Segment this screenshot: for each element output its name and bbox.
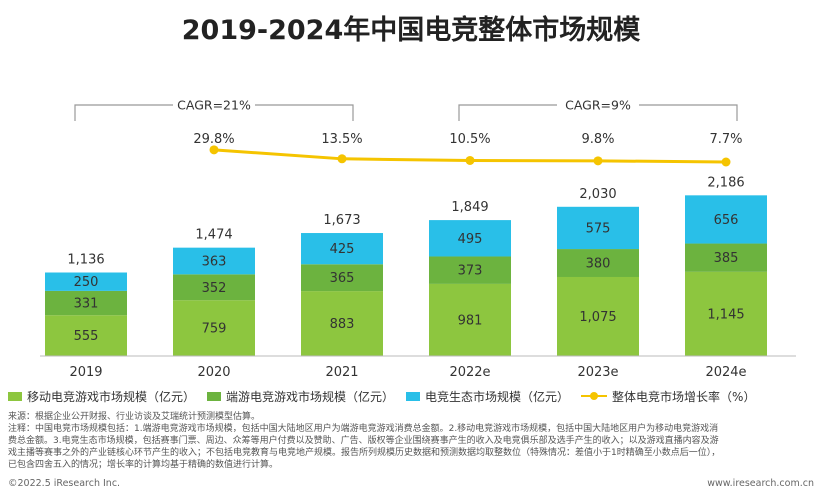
growth-label-2022e: 10.5% bbox=[449, 132, 490, 147]
chart-title: 2019-2024年中国电竞整体市场规模 bbox=[182, 14, 641, 46]
bar-label-pc-2022e: 373 bbox=[458, 264, 483, 279]
growth-point-2020 bbox=[209, 145, 219, 155]
legend-item-ecosystem: 电竞生态市场规模（亿元） bbox=[406, 388, 569, 405]
chart-notes: 来源：根据企业公开财报、行业访谈及艾瑞统计预测模型估算。 注释：中国电竞市场规模… bbox=[8, 411, 814, 471]
growth-label-2023e: 9.8% bbox=[581, 132, 614, 147]
website-text: www.iresearch.com.cn bbox=[707, 478, 814, 489]
growth-label-2024e: 7.7% bbox=[709, 132, 742, 147]
x-tick-label-2023e: 2023e bbox=[577, 365, 618, 380]
bar-pc-2021 bbox=[301, 264, 383, 292]
legend-label-ecosystem: 电竞生态市场规模（亿元） bbox=[425, 389, 570, 404]
growth-point-2024e bbox=[721, 157, 731, 167]
bar-pc-2020 bbox=[173, 274, 255, 301]
cagr-bracket-1 bbox=[74, 104, 354, 121]
x-tick-label-2024e: 2024e bbox=[705, 365, 746, 380]
bar-label-ecosystem-2021: 425 bbox=[330, 242, 355, 257]
bar-mobile-2021 bbox=[301, 291, 383, 356]
bar-label-mobile-2020: 759 bbox=[202, 322, 227, 337]
x-tick-label-2019: 2019 bbox=[69, 365, 102, 380]
bar-label-mobile-2021: 883 bbox=[330, 317, 355, 332]
legend-label-growth: 整体电竞市场增长率（%） bbox=[612, 389, 756, 404]
bar-label-mobile-2022e: 981 bbox=[458, 313, 483, 328]
growth-label-2021: 13.5% bbox=[321, 132, 362, 147]
bar-pc-2019 bbox=[45, 290, 127, 316]
page-footer: ©2022.5 iResearch Inc. www.iresearch.com… bbox=[8, 478, 814, 492]
legend-line-growth bbox=[581, 391, 608, 401]
copyright-text: ©2022.5 iResearch Inc. bbox=[8, 478, 121, 489]
bar-label-ecosystem-2023e: 575 bbox=[586, 221, 611, 236]
market-size-chart: 2019-2024年中国电竞整体市场规模 CAGR=21% CAGR=9% 555… bbox=[40, 14, 796, 380]
bar-mobile-2019 bbox=[45, 315, 127, 356]
legend-swatch-mobile bbox=[8, 391, 22, 401]
bar-ecosystem-2020 bbox=[173, 247, 255, 275]
bar-pc-2023e bbox=[557, 249, 639, 277]
bar-mobile-2023e bbox=[557, 276, 639, 356]
stacked-bars: 555 331 250 1,136 759 352 363 1,474 883 365 425 1,6… bbox=[45, 175, 767, 356]
bar-label-mobile-2023e: 1,075 bbox=[579, 310, 616, 325]
growth-point-2021 bbox=[337, 154, 347, 164]
bar-ecosystem-2021 bbox=[301, 233, 383, 265]
bar-label-ecosystem-2024e: 656 bbox=[714, 213, 739, 228]
bar-ecosystem-2024e bbox=[685, 195, 767, 244]
legend-label-pc: 端游电竞游戏市场规模（亿元） bbox=[226, 389, 395, 404]
note-line-2: 费总金额。3.电竞生态市场规模，包括赛事门票、周边、众筹等用户付费以及赞助、广告… bbox=[8, 436, 719, 446]
x-tick-label-2021: 2021 bbox=[325, 365, 358, 380]
legend-item-pc: 端游电竞游戏市场规模（亿元） bbox=[207, 388, 394, 405]
total-label-2024e: 2,186 bbox=[707, 175, 744, 190]
bar-label-pc-2020: 352 bbox=[202, 281, 227, 296]
bar-mobile-2020 bbox=[173, 300, 255, 356]
growth-label-2020: 29.8% bbox=[193, 132, 234, 147]
bar-mobile-2022e bbox=[429, 283, 511, 356]
bar-ecosystem-2022e bbox=[429, 220, 511, 257]
note-line-1: 注释：中国电竞市场规模包括：1.端游电竞游戏市场规模，包括中国大陆地区用户为端游… bbox=[8, 424, 719, 434]
bar-pc-2022e bbox=[429, 256, 511, 284]
bar-label-pc-2023e: 380 bbox=[586, 257, 611, 272]
bar-label-pc-2019: 331 bbox=[74, 297, 99, 312]
cagr-label-1: CAGR=21% bbox=[177, 98, 251, 113]
legend-item-growth: 整体电竞市场增长率（%） bbox=[581, 388, 755, 405]
bar-mobile-2024e bbox=[685, 271, 767, 356]
bar-label-ecosystem-2019: 250 bbox=[74, 275, 99, 290]
total-label-2021: 1,673 bbox=[323, 213, 360, 228]
source-note: 来源：根据企业公开财报、行业访谈及艾瑞统计预测模型估算。 bbox=[8, 412, 261, 422]
growth-point-2022e bbox=[465, 155, 475, 165]
total-label-2020: 1,474 bbox=[195, 228, 232, 243]
bar-label-pc-2024e: 385 bbox=[714, 251, 739, 266]
x-tick-label-2020: 2020 bbox=[197, 365, 230, 380]
bar-pc-2024e bbox=[685, 243, 767, 272]
cagr-annotations: CAGR=21% CAGR=9% bbox=[74, 98, 738, 121]
legend-label-mobile: 移动电竞游戏市场规模（亿元） bbox=[27, 389, 196, 404]
total-label-2022e: 1,849 bbox=[451, 200, 488, 215]
bar-ecosystem-2019 bbox=[45, 272, 127, 291]
note-line-4: 已包含四舍五入的情况；增长率的计算均基于精确的数值进行计算。 bbox=[8, 460, 279, 470]
bar-ecosystem-2023e bbox=[557, 206, 639, 250]
growth-point-2023e bbox=[593, 156, 603, 166]
total-label-2023e: 2,030 bbox=[579, 187, 616, 202]
bar-label-ecosystem-2020: 363 bbox=[202, 255, 227, 270]
note-line-3: 戏主播等赛事之外的产业链核心环节产生的收入；不包括电竞教育与电竞地产规模。报告所… bbox=[8, 448, 721, 458]
bar-label-pc-2021: 365 bbox=[330, 271, 355, 286]
x-tick-label-2022e: 2022e bbox=[449, 365, 490, 380]
bar-label-ecosystem-2022e: 495 bbox=[458, 232, 483, 247]
x-axis-labels: 2019 2020 2021 2022e 2023e 2024e bbox=[69, 365, 746, 380]
bar-label-mobile-2024e: 1,145 bbox=[707, 307, 744, 322]
legend-item-mobile: 移动电竞游戏市场规模（亿元） bbox=[8, 388, 195, 405]
growth-rate-line: 29.8% 13.5% 10.5% 9.8% 7.7% bbox=[193, 132, 743, 167]
cagr-label-2: CAGR=9% bbox=[565, 98, 631, 113]
legend-swatch-pc bbox=[207, 391, 222, 401]
cagr-bracket-2 bbox=[458, 104, 738, 121]
total-label-2019: 1,136 bbox=[67, 253, 104, 268]
legend-swatch-ecosystem bbox=[406, 391, 421, 401]
chart-legend: 移动电竞游戏市场规模（亿元） 端游电竞游戏市场规模（亿元） 电竞生态市场规模（亿… bbox=[8, 385, 814, 407]
bar-label-mobile-2019: 555 bbox=[74, 329, 99, 344]
